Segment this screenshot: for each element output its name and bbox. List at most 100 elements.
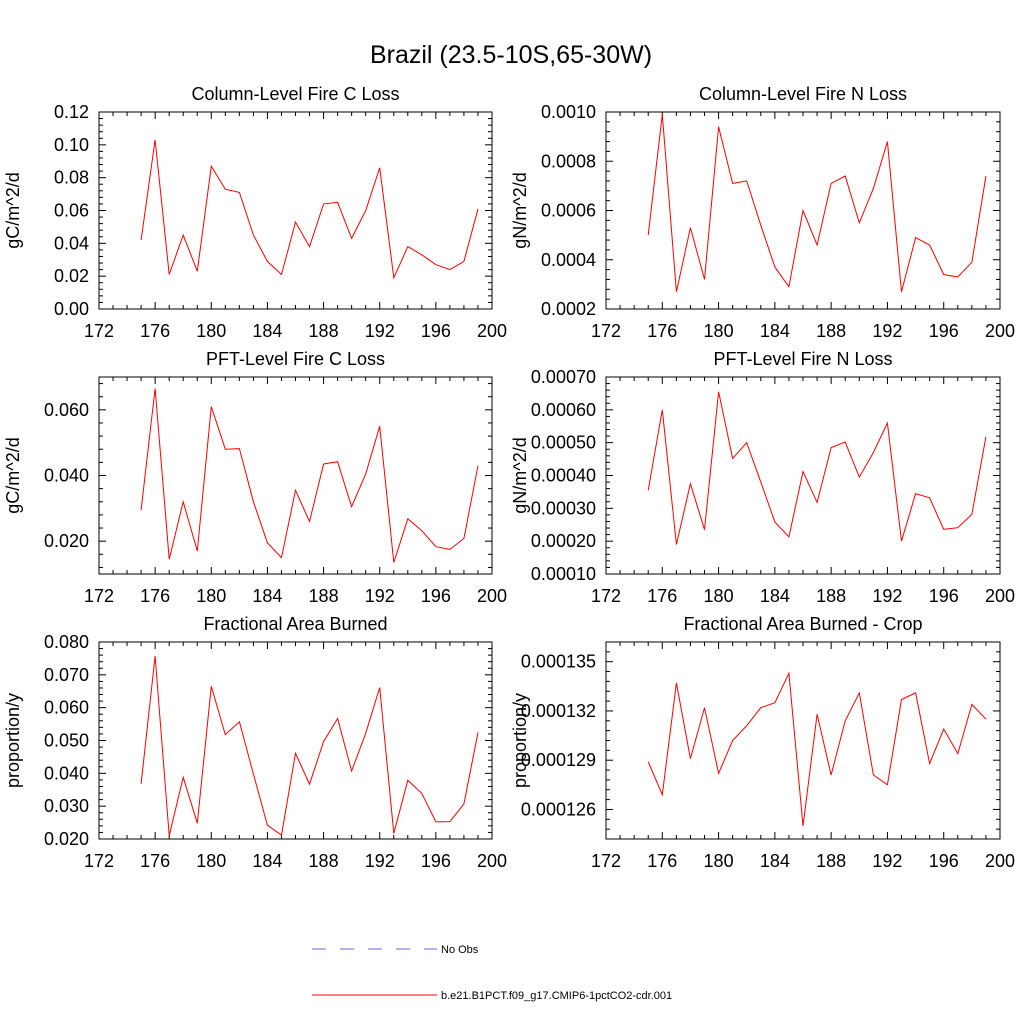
panel-title: Column-Level Fire N Loss — [699, 84, 907, 104]
panel-title: PFT-Level Fire N Loss — [713, 349, 892, 369]
panel-column-fire-c-loss: 172 176 180 184 188 192 196 200 0.00 0.02 0.04 0.06… — [3, 84, 507, 341]
x-tick-label: 172 — [591, 851, 621, 871]
y-tick-label: 0.08 — [54, 168, 89, 188]
y-tick-label: 0.020 — [44, 829, 89, 849]
x-tick-label: 188 — [309, 851, 339, 871]
x-tick-label: 184 — [760, 321, 790, 341]
y-tick-label: 0.00 — [54, 299, 89, 319]
plot-frame — [605, 641, 1001, 840]
x-tick-label: 196 — [929, 321, 959, 341]
x-tick-label: 192 — [365, 851, 395, 871]
y-axis-label: gC/m^2/d — [3, 437, 23, 513]
x-tick-label: 172 — [591, 321, 621, 341]
x-tick-label: 188 — [309, 586, 339, 606]
y-tick-label: 0.070 — [44, 665, 89, 685]
series-line — [647, 391, 987, 545]
y-tick-label: 0.00070 — [531, 367, 596, 387]
panel-pft-fire-n-loss: 172 176 180 184 188 192 196 200 0.00010 0.00020 0.… — [510, 349, 1015, 606]
x-tick-label: 172 — [84, 321, 114, 341]
x-tick-label: 200 — [985, 321, 1015, 341]
x-tick-label: 188 — [309, 321, 339, 341]
x-tick-label: 172 — [591, 586, 621, 606]
x-tick-label: 192 — [872, 321, 902, 341]
x-tick-label: 196 — [421, 586, 451, 606]
x-tick-label: 188 — [816, 586, 846, 606]
x-tick-label: 184 — [252, 851, 282, 871]
x-tick-label: 176 — [647, 851, 677, 871]
x-tick-label: 200 — [477, 321, 507, 341]
x-tick-label: 180 — [196, 851, 226, 871]
y-tick-label: 0.10 — [54, 135, 89, 155]
y-tick-label: 0.00050 — [531, 433, 596, 453]
panel-column-fire-n-loss: 172 176 180 184 188 192 196 200 0.0002 0.0004 0.00… — [510, 84, 1015, 341]
y-tick-label: 0.00040 — [531, 466, 596, 486]
y-tick-label: 0.0006 — [541, 201, 596, 221]
x-tick-label: 180 — [704, 321, 734, 341]
panel-fractional-area-burned-crop: 172 176 180 184 188 192 196 200 0.000126 0.000129… — [510, 614, 1015, 871]
y-tick-label: 0.040 — [44, 763, 89, 783]
plot-frame — [98, 111, 493, 310]
y-tick-label: 0.060 — [44, 400, 89, 420]
series-line — [140, 656, 479, 836]
x-tick-label: 192 — [872, 851, 902, 871]
x-tick-label: 172 — [84, 586, 114, 606]
x-tick-label: 176 — [140, 851, 170, 871]
panel-title: Fractional Area Burned — [203, 614, 387, 634]
legend-label-no-obs: No Obs — [441, 944, 479, 956]
panel-title: PFT-Level Fire C Loss — [206, 349, 385, 369]
y-tick-label: 0.00010 — [531, 564, 596, 584]
plot-frame — [98, 641, 493, 840]
y-tick-label: 0.030 — [44, 796, 89, 816]
y-tick-label: 0.060 — [44, 698, 89, 718]
y-tick-label: 0.040 — [44, 466, 89, 486]
x-tick-label: 184 — [252, 586, 282, 606]
x-tick-label: 180 — [704, 851, 734, 871]
x-tick-label: 200 — [985, 586, 1015, 606]
x-tick-label: 196 — [929, 586, 959, 606]
series-line — [140, 139, 479, 280]
y-tick-label: 0.050 — [44, 731, 89, 751]
y-tick-label: 0.04 — [54, 233, 89, 253]
x-tick-label: 180 — [704, 586, 734, 606]
x-tick-label: 196 — [929, 851, 959, 871]
panel-pft-fire-c-loss: 172 176 180 184 188 192 196 200 0.020 0.040 0.060 P… — [3, 349, 507, 606]
x-tick-label: 200 — [477, 586, 507, 606]
x-tick-label: 184 — [760, 851, 790, 871]
x-tick-label: 176 — [647, 321, 677, 341]
y-tick-label: 0.0008 — [541, 151, 596, 171]
x-tick-label: 172 — [84, 851, 114, 871]
x-tick-label: 180 — [196, 321, 226, 341]
series-line — [140, 388, 479, 563]
x-tick-label: 176 — [647, 586, 677, 606]
y-tick-label: 0.00030 — [531, 498, 596, 518]
x-tick-label: 200 — [477, 851, 507, 871]
panel-fractional-area-burned: 172 176 180 184 188 192 196 200 0.020 0.030 0.040 0… — [3, 614, 507, 871]
x-tick-label: 192 — [365, 321, 395, 341]
x-tick-label: 200 — [985, 851, 1015, 871]
y-tick-label: 0.000135 — [521, 652, 596, 672]
x-tick-label: 188 — [816, 321, 846, 341]
x-tick-label: 184 — [760, 586, 790, 606]
y-axis-label: gN/m^2/d — [510, 172, 530, 248]
y-tick-label: 0.0010 — [541, 102, 596, 122]
legend-label-model-run: b.e21.B1PCT.f09_g17.CMIP6-1pctCO2-cdr.00… — [441, 990, 672, 1002]
panel-title: Column-Level Fire C Loss — [191, 84, 399, 104]
y-tick-label: 0.00020 — [531, 531, 596, 551]
x-tick-label: 196 — [421, 851, 451, 871]
series-line — [647, 114, 987, 292]
y-axis-label: gN/m^2/d — [510, 437, 530, 513]
y-axis-label: gC/m^2/d — [3, 172, 23, 248]
y-tick-label: 0.00060 — [531, 400, 596, 420]
y-tick-label: 0.020 — [44, 531, 89, 551]
figure-title: Brazil (23.5-10S,65-30W) — [370, 41, 652, 69]
y-axis-label: proportion/y — [510, 693, 530, 788]
y-tick-label: 0.000132 — [521, 701, 596, 721]
panel-title: Fractional Area Burned - Crop — [683, 614, 922, 634]
y-axis-label: proportion/y — [3, 693, 23, 788]
series-line — [647, 671, 987, 826]
x-tick-label: 188 — [816, 851, 846, 871]
y-tick-label: 0.0002 — [541, 299, 596, 319]
x-tick-label: 192 — [365, 586, 395, 606]
y-tick-label: 0.12 — [54, 102, 89, 122]
